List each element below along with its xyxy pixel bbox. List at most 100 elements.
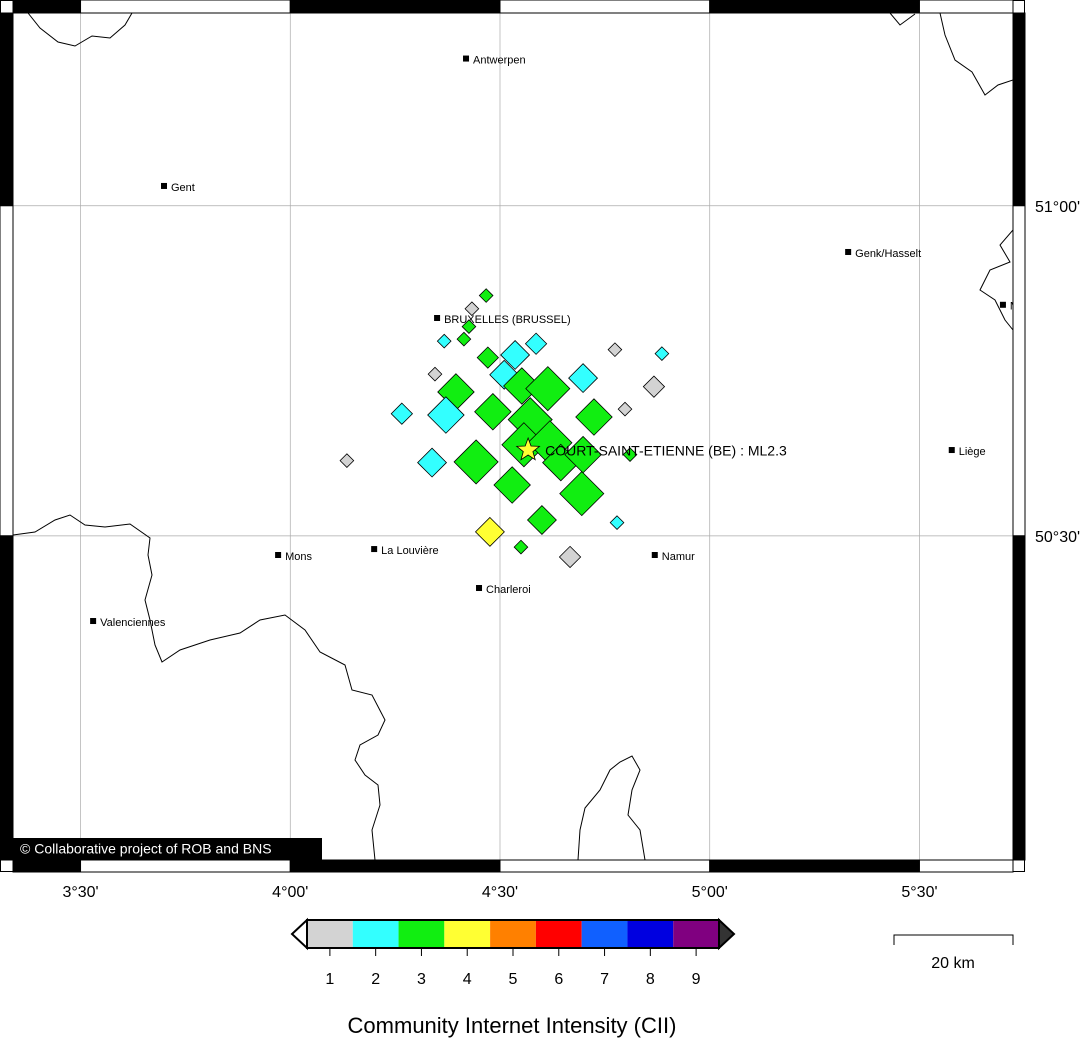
intensity-report <box>642 375 666 398</box>
colorbar: 1 2 3 4 5 6 7 8 9 <box>290 917 736 988</box>
intensity-report <box>456 331 472 347</box>
colorbar-label: 2 <box>371 971 380 988</box>
colorbar-label: 1 <box>325 971 334 988</box>
colorbar-outline <box>306 919 720 949</box>
intensity-report <box>339 453 355 468</box>
intensity-report <box>417 447 448 478</box>
city-label: Charleroi <box>486 584 531 596</box>
intensity-report <box>622 447 638 463</box>
colorbar-label: 4 <box>463 971 472 988</box>
colorbar-swatch <box>627 920 674 948</box>
frame-band <box>12 859 82 873</box>
frame-band <box>1012 535 1026 861</box>
axis-labels: 3°30' 4°00' 4°30' 5°00' 5°30' 50°30' 51°00' <box>62 199 1080 901</box>
intensity-report <box>461 319 477 334</box>
intensity-report <box>474 516 505 547</box>
intensity-report <box>476 346 499 369</box>
event-star <box>515 436 541 461</box>
city-marker <box>476 585 483 592</box>
frame-band <box>289 0 501 14</box>
city-label: Mons <box>285 551 312 563</box>
colorbar-label: 8 <box>646 971 655 988</box>
frame-band <box>1012 12 1026 207</box>
colorbar-label: 3 <box>417 971 426 988</box>
colorbar-swatch <box>673 920 719 948</box>
lat-tick-label: 51°00' <box>1035 199 1080 216</box>
colorbar-label: 6 <box>554 971 563 988</box>
frame-band <box>918 859 1014 873</box>
colorbar-label: 5 <box>509 971 518 988</box>
city-label: Antwerpen <box>473 54 526 66</box>
intensity-report <box>559 471 605 517</box>
colorbar-swatch <box>352 920 399 948</box>
intensity-report <box>427 366 443 382</box>
copyright-box <box>13 838 322 860</box>
intensity-report <box>607 342 623 358</box>
intensity-report <box>390 402 414 425</box>
intensity-report <box>436 333 452 349</box>
colorbar-swatch <box>307 920 353 948</box>
intensity-report <box>609 515 625 531</box>
city-label: Genk/Hasselt <box>855 248 921 260</box>
map-frame <box>0 0 1026 873</box>
city-label: La Louvière <box>381 545 439 557</box>
city-label: Maastricht <box>1010 301 1061 313</box>
colorbar-end <box>290 917 308 951</box>
frame-band <box>499 859 711 873</box>
scale-bar <box>893 934 1014 945</box>
map-content: Antwerpen Gent Genk/Hasselt Maastricht BRUXE… <box>90 54 1061 629</box>
lon-tick-label: 3°30' <box>62 884 98 901</box>
intensity-report <box>568 363 599 394</box>
city-label: Namur <box>662 551 695 563</box>
intensity-report <box>558 545 582 569</box>
city-marker <box>90 618 97 625</box>
colorbar-swatch <box>444 920 491 948</box>
intensity-report <box>427 396 465 434</box>
city-marker <box>463 55 470 62</box>
colorbar-swatch <box>398 920 445 948</box>
colorbar-swatch <box>581 920 628 948</box>
colorbar-swatch <box>535 920 582 948</box>
city-marker <box>651 552 658 559</box>
intensity-report <box>513 539 529 555</box>
frame-band <box>0 12 14 207</box>
colorbar-label: 9 <box>692 971 701 988</box>
intensity-report <box>464 301 480 317</box>
frame-band <box>709 0 920 14</box>
colorbar-title: Community Internet Intensity (CII) <box>348 1013 677 1038</box>
city-label: Liège <box>959 446 986 458</box>
intensity-report <box>478 288 494 303</box>
frame-band <box>0 535 14 861</box>
intensity-report <box>617 401 633 417</box>
frame-band <box>1012 205 1026 537</box>
frame-band <box>709 859 920 873</box>
colorbar-swatch <box>490 920 536 948</box>
intensity-report <box>500 340 531 370</box>
intensity-report <box>453 439 499 485</box>
scale-label: 20 km <box>931 955 975 972</box>
frame-band <box>289 859 501 873</box>
city-label: Gent <box>171 182 195 194</box>
intensity-report <box>493 466 531 504</box>
frame-band <box>80 0 291 14</box>
intensity-report <box>526 505 557 535</box>
frame-band <box>12 0 82 14</box>
frame-band <box>80 859 291 873</box>
intensity-report <box>525 366 571 412</box>
lat-tick-label: 50°30' <box>1035 529 1080 546</box>
grid <box>13 13 1013 860</box>
lon-tick-label: 5°00' <box>692 884 728 901</box>
lon-tick-label: 4°00' <box>272 884 308 901</box>
city-label: BRUXELLES (BRUSSEL) <box>444 314 571 326</box>
city-marker <box>434 314 441 321</box>
copyright: © Collaborative project of ROB and BNS <box>20 841 272 857</box>
coastlines <box>13 13 1013 860</box>
frame-band <box>499 0 711 14</box>
intensity-report <box>524 332 548 355</box>
city-marker <box>161 182 168 189</box>
colorbar-label: 7 <box>600 971 609 988</box>
city-marker <box>999 301 1006 308</box>
intensity-report <box>654 346 670 362</box>
intensity-report <box>575 398 613 436</box>
